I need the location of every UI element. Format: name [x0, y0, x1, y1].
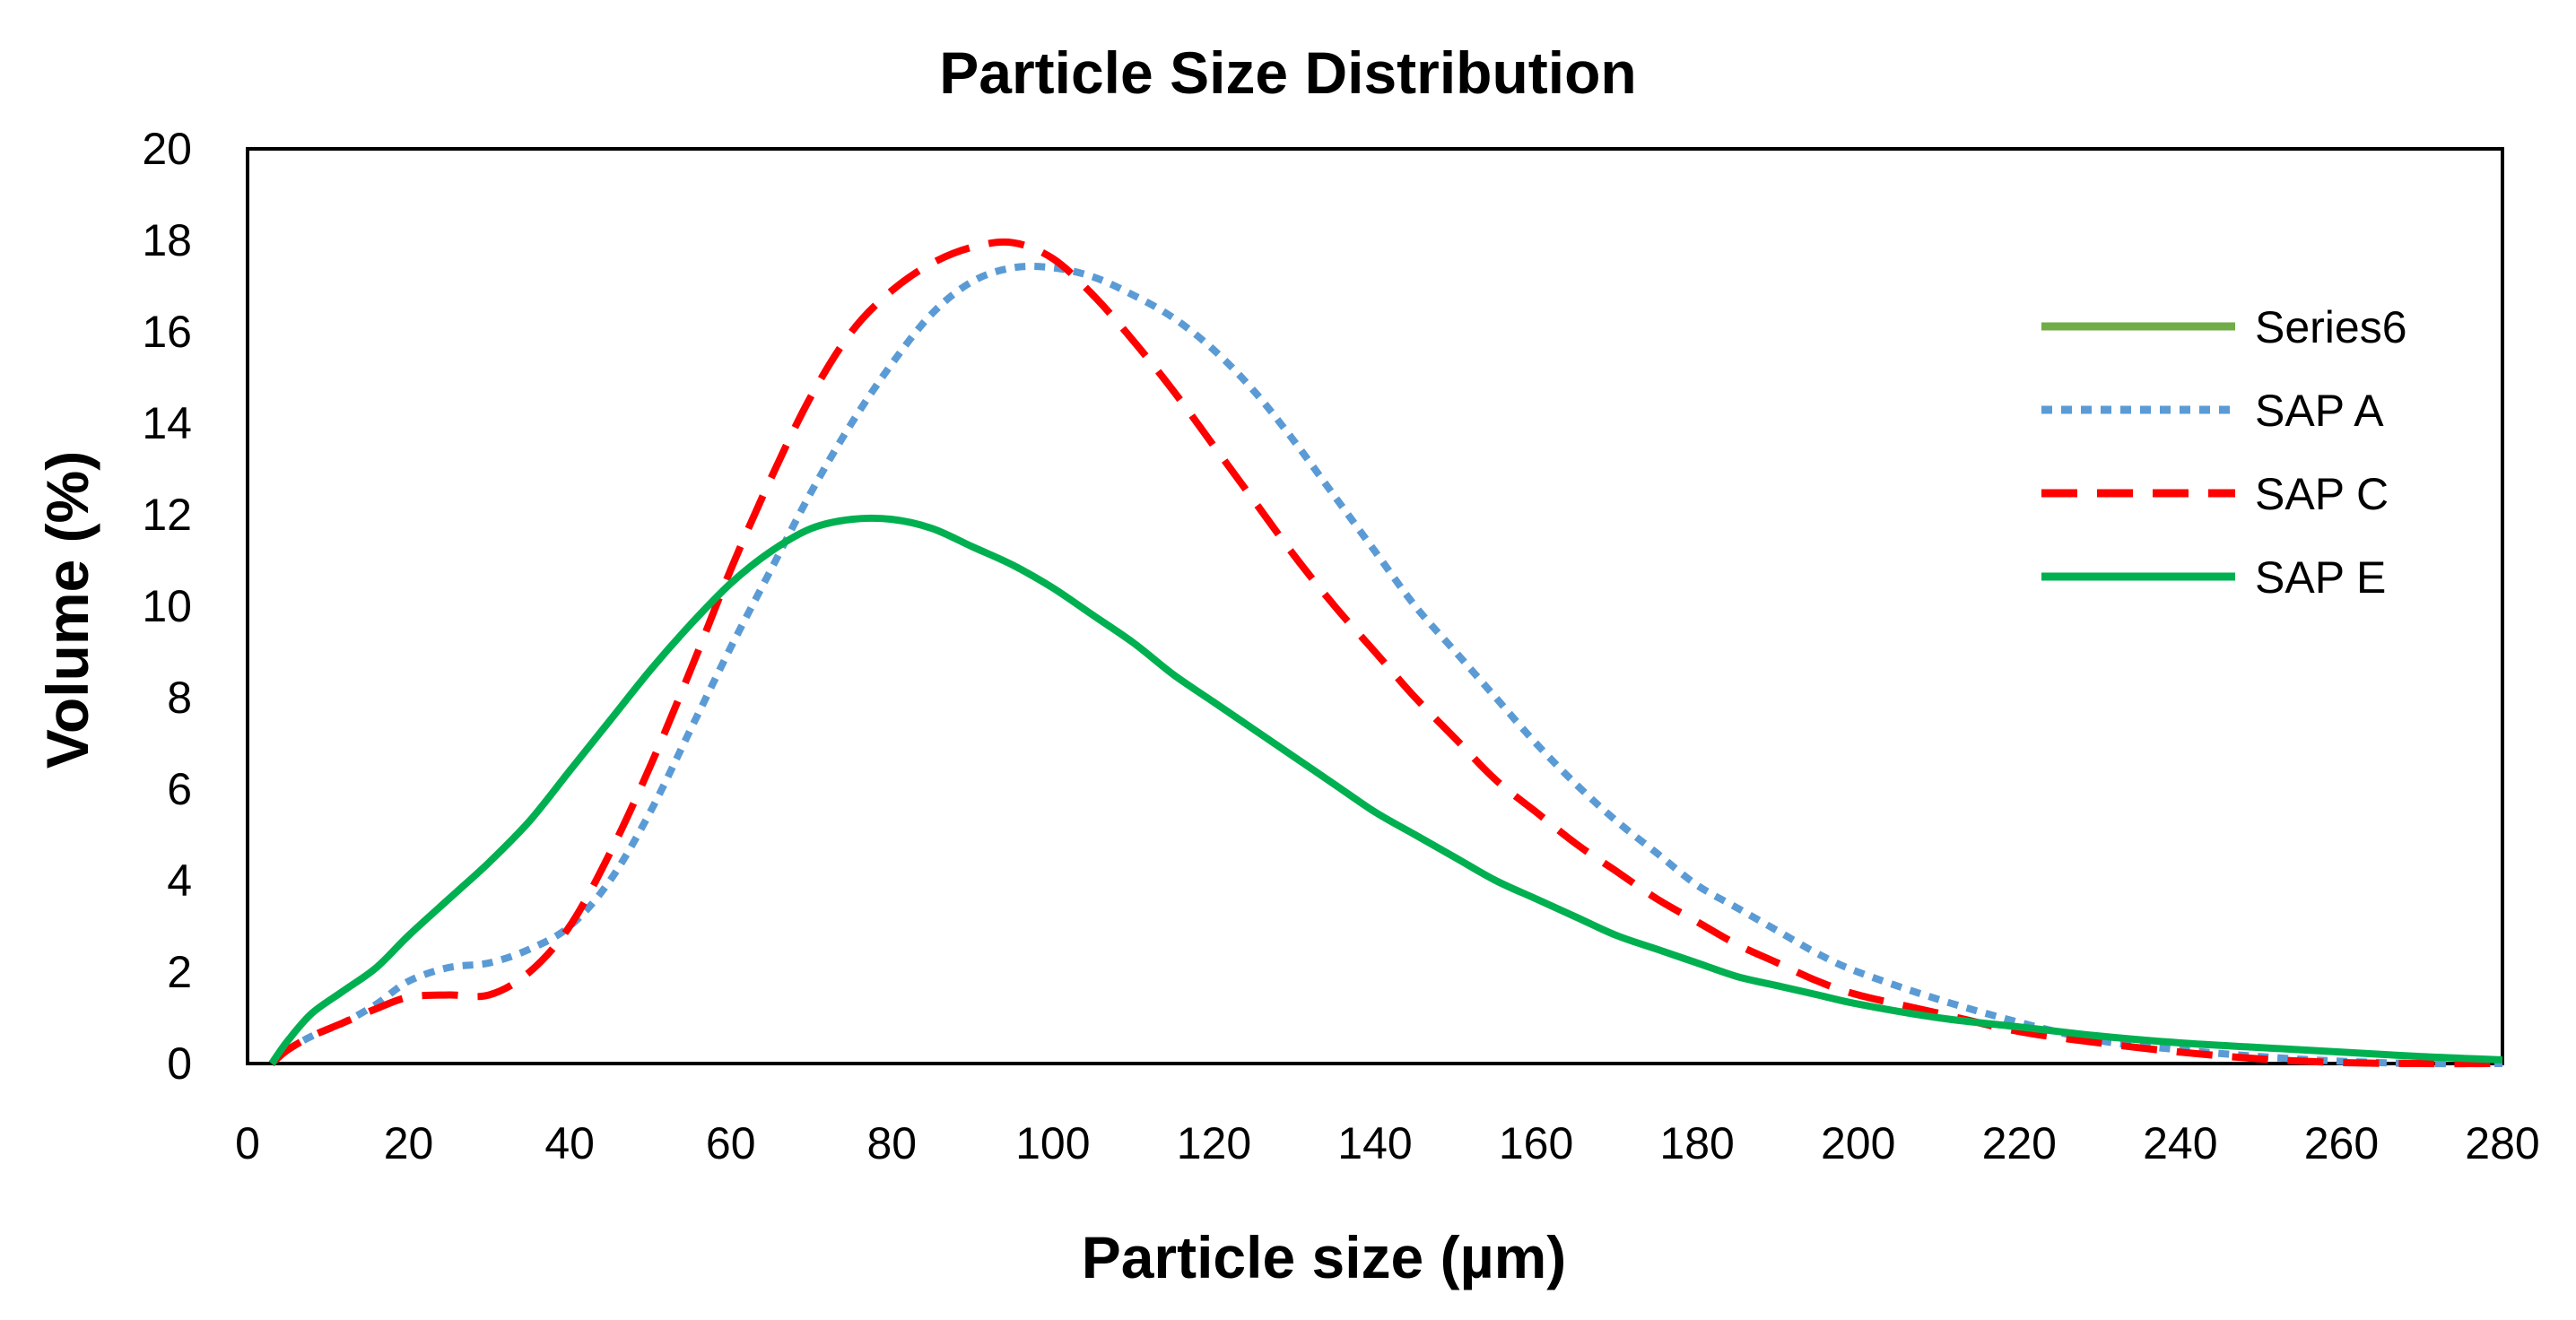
- chart-title: Particle Size Distribution: [939, 39, 1637, 106]
- x-tick-label: 120: [1177, 1118, 1251, 1168]
- x-tick-label: 100: [1015, 1118, 1090, 1168]
- series-line-sap-e: [268, 514, 2503, 1066]
- y-tick-label: 18: [142, 215, 192, 265]
- x-tick-label: 140: [1337, 1118, 1412, 1168]
- y-tick-label: 12: [142, 490, 192, 540]
- x-axis-title: Particle size (µm): [1082, 1224, 1567, 1290]
- x-tick-label: 220: [1982, 1118, 2057, 1168]
- y-tick-label: 20: [142, 124, 192, 174]
- x-tick-label: 0: [235, 1118, 260, 1168]
- y-axis-title: Volume (%): [34, 451, 100, 769]
- y-tick-label: 16: [142, 307, 192, 357]
- x-tick-label: 160: [1499, 1118, 1573, 1168]
- legend-label: SAP A: [2255, 386, 2384, 436]
- legend-label: SAP E: [2255, 552, 2386, 603]
- legend: Series6 SAP A SAP C SAP E: [2041, 302, 2407, 603]
- y-tick-label: 6: [167, 764, 192, 814]
- series-line-sap-a: [269, 263, 2503, 1068]
- x-tick-label: 80: [866, 1118, 917, 1168]
- y-tick-label: 2: [167, 947, 192, 997]
- y-tick-label: 4: [167, 855, 192, 906]
- x-tick-label: 240: [2143, 1118, 2217, 1168]
- y-tick-label: 10: [142, 581, 192, 631]
- x-tick-label: 40: [544, 1118, 595, 1168]
- series-layer: [268, 238, 2503, 1068]
- y-axis-ticks: 0 2 4 6 8 10 12 14 16 18 20: [142, 124, 192, 1089]
- x-tick-label: 180: [1659, 1118, 1734, 1168]
- series-line-sap-c: [269, 238, 2503, 1068]
- x-tick-label: 20: [384, 1118, 434, 1168]
- legend-label: Series6: [2255, 302, 2407, 352]
- y-tick-label: 8: [167, 673, 192, 723]
- x-tick-label: 60: [706, 1118, 756, 1168]
- x-tick-label: 260: [2304, 1118, 2379, 1168]
- plot-area-frame: [246, 147, 2504, 1065]
- y-tick-label: 14: [142, 398, 192, 448]
- x-tick-label: 200: [1821, 1118, 1895, 1168]
- legend-label: SAP C: [2255, 469, 2389, 519]
- x-axis-ticks: 0 20 40 60 80 100 120 140 160 180 200 220 240 260 280: [235, 1118, 2540, 1168]
- y-tick-label: 0: [167, 1038, 192, 1089]
- x-tick-label: 280: [2465, 1118, 2539, 1168]
